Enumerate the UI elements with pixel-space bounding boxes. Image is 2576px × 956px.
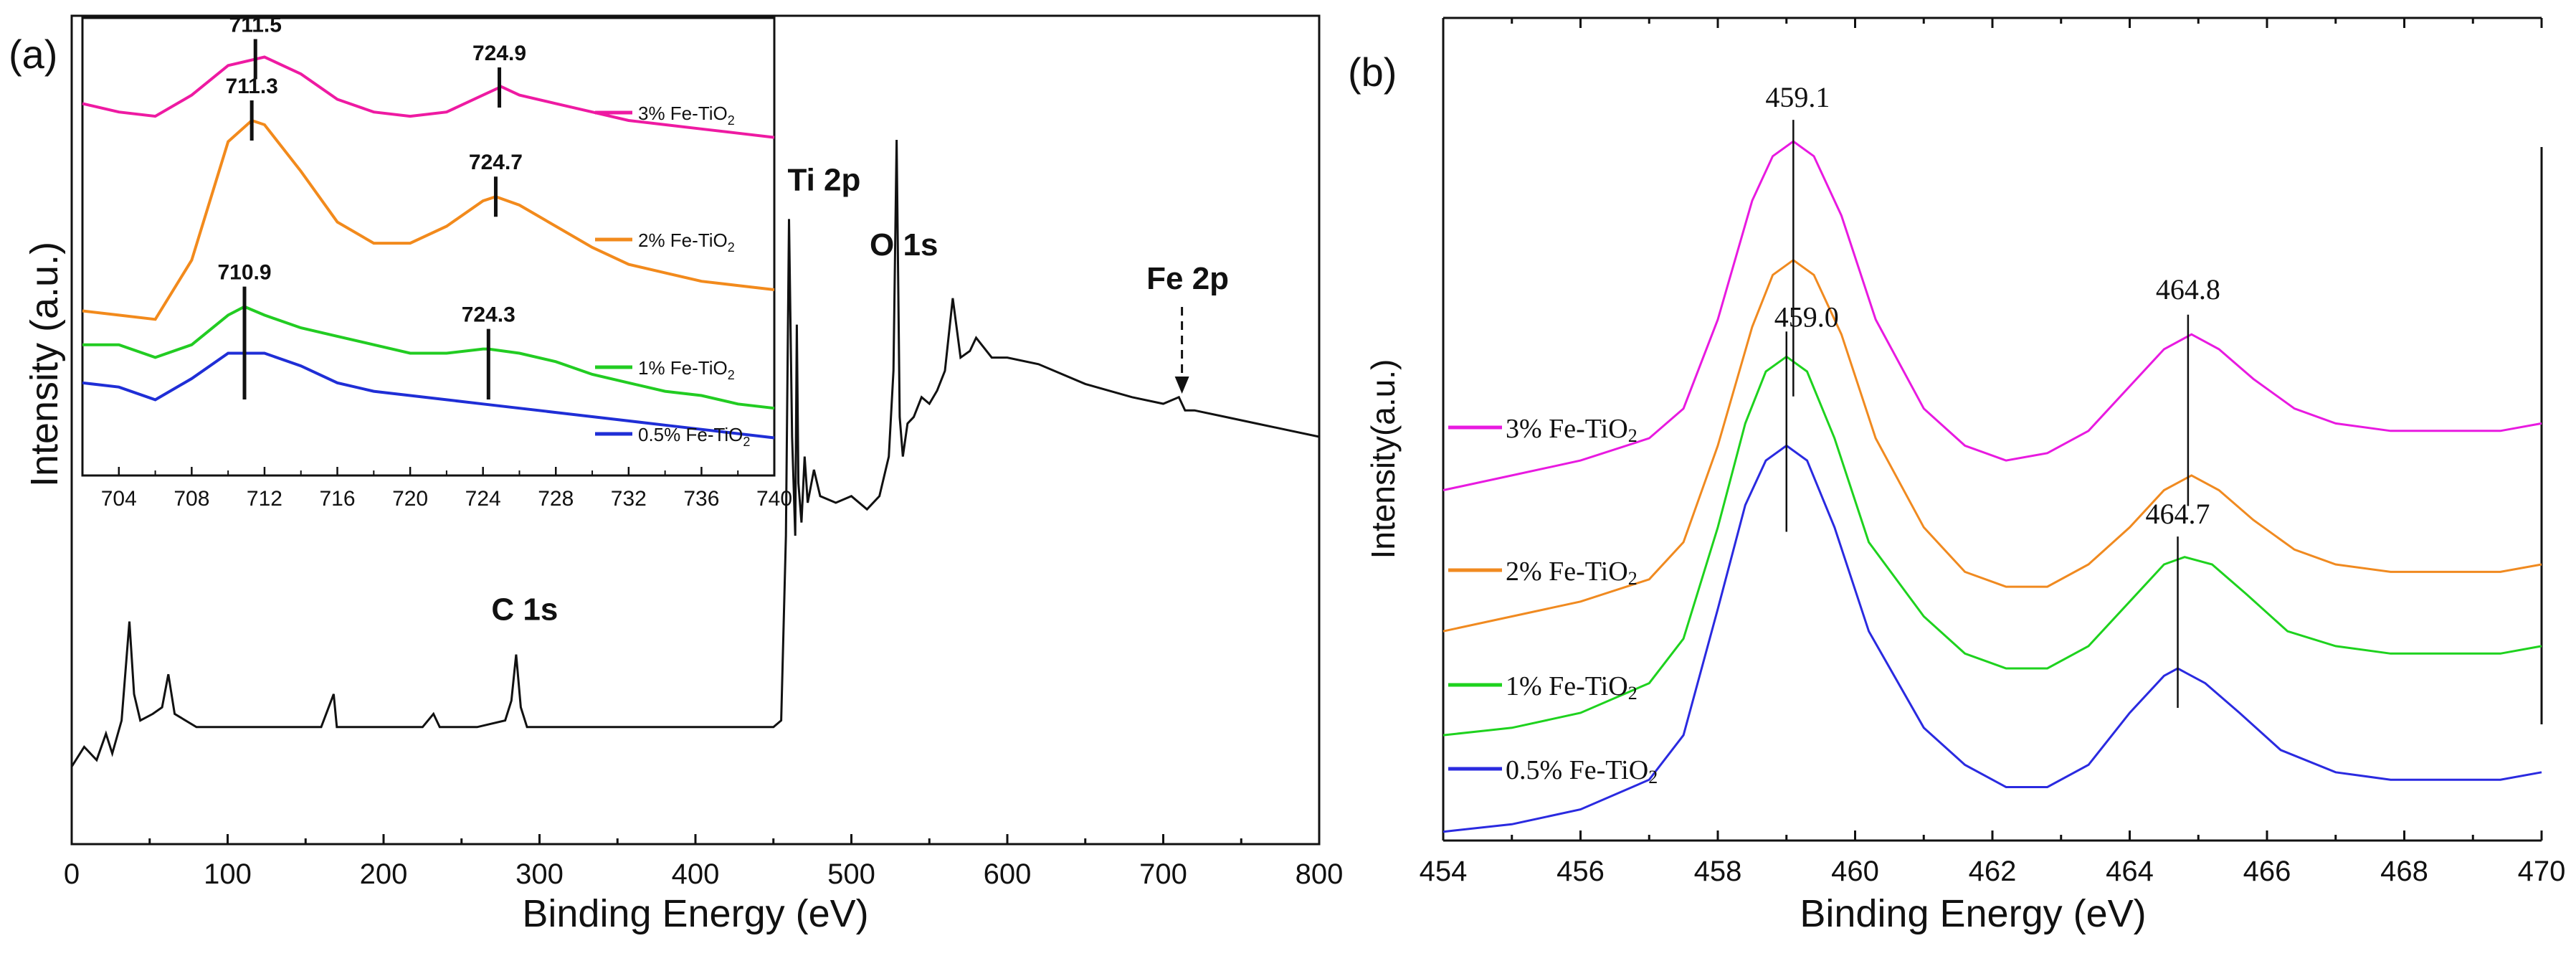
survey-x-tick-label: 500 (827, 858, 875, 890)
inset-legend-label: 2% Fe-TiO2 (638, 229, 735, 255)
ti2p-legend-label: 1% Fe-TiO2 (1506, 671, 1638, 704)
ti2p-x-tick-label: 462 (1969, 856, 2017, 887)
ti2p-chart: 454 456 458 460 462 464 466 468 470 459.1 459.0 46… (1364, 16, 2566, 935)
ti2p-x-tick-label: 470 (2518, 856, 2566, 887)
ti2p-peak-label: 464.8 (2156, 273, 2220, 306)
annotation-ti2p: Ti 2p (788, 162, 861, 197)
ti2p-peak-label: 459.0 (1774, 300, 1839, 333)
ti2p-legend-label: 2% Fe-TiO2 (1506, 557, 1638, 589)
survey-x-tick-label: 200 (360, 858, 408, 890)
ti2p-series-line (1443, 444, 2542, 833)
survey-x-tick-label: 600 (984, 858, 1032, 890)
inset-x-tick-label: 728 (538, 487, 574, 511)
ti2p-x-tick-label: 456 (1556, 856, 1605, 887)
ti2p-series-line (1443, 140, 2542, 491)
fe2p-arrow-head (1174, 377, 1189, 394)
inset-legend-label: 1% Fe-TiO2 (638, 357, 735, 382)
inset-peak-label: 711.3 (225, 75, 277, 98)
inset-peak-label: 724.3 (462, 303, 515, 327)
inset-x-tick-label: 740 (756, 487, 792, 511)
inset-series-line (82, 55, 775, 139)
survey-x-tick-label: 400 (672, 858, 720, 890)
survey-chart: 0 100 200 300 400 500 600 700 800 C 1s Ti 2p O 1s F… (23, 14, 1344, 935)
ti2p-x-tick-label: 460 (1831, 856, 1879, 887)
survey-x-tick-label: 800 (1296, 858, 1344, 890)
inset-x-tick-label: 732 (611, 487, 647, 511)
survey-x-tick-label: 0 (64, 858, 80, 890)
inset-legend-label: 3% Fe-TiO2 (638, 103, 735, 128)
survey-x-tick-label: 100 (204, 858, 252, 890)
inset-series-line (82, 305, 775, 410)
survey-x-axis-label: Binding Energy (eV) (522, 892, 868, 935)
ti2p-legend-label: 0.5% Fe-TiO2 (1506, 755, 1658, 787)
inset-peak-label: 711.5 (229, 13, 282, 37)
inset-x-tick-label: 704 (101, 487, 137, 511)
ti2p-x-tick-label: 468 (2380, 856, 2428, 887)
annotation-o1s: O 1s (870, 227, 938, 262)
annotation-c1s: C 1s (491, 592, 558, 628)
inset-x-tick-label: 720 (392, 487, 428, 511)
inset-x-tick-label: 708 (174, 487, 209, 511)
panel-a-label: (a) (9, 32, 57, 77)
inset-frame (81, 16, 776, 477)
survey-x-tick-label: 300 (515, 858, 564, 890)
inset-peak-label: 724.7 (469, 151, 523, 174)
ti2p-y-axis-label: Intensity(a.u.) (1364, 359, 1402, 559)
survey-series-line (70, 139, 1320, 767)
inset-legend-label: 0.5% Fe-TiO2 (638, 424, 750, 449)
panel-b-label: (b) (1348, 49, 1397, 95)
survey-y-axis-label: Intensity (a.u.) (23, 242, 66, 487)
ti2p-x-tick-label: 458 (1694, 856, 1742, 887)
ti2p-series-line (1443, 355, 2542, 737)
ti2p-x-tick-label: 466 (2243, 856, 2291, 887)
inset-x-tick-label: 712 (247, 487, 282, 511)
inset-series-line (82, 351, 775, 440)
inset-peak-label: 724.9 (472, 42, 526, 65)
ti2p-peak-label: 459.1 (1765, 81, 1830, 113)
inset-peak-label: 710.9 (217, 261, 271, 285)
ti2p-peak-label: 464.7 (2146, 498, 2210, 530)
ti2p-series-line (1443, 258, 2542, 633)
ti2p-x-axis-label: Binding Energy (eV) (1800, 892, 2146, 935)
ti2p-x-tick-label: 454 (1420, 856, 1468, 887)
ti2p-x-tick-label: 464 (2106, 856, 2154, 887)
ti2p-legend-label: 3% Fe-TiO2 (1506, 414, 1638, 446)
inset-x-tick-label: 724 (465, 487, 501, 511)
inset-series-line (82, 118, 775, 321)
annotation-fe2p: Fe 2p (1146, 261, 1229, 296)
inset-x-tick-label: 716 (319, 487, 355, 511)
survey-x-tick-label: 700 (1139, 858, 1187, 890)
inset-x-tick-label: 736 (683, 487, 719, 511)
fe2p-inset-chart: 704 708 712 716 720 724 728 732 736 740 711.5 724.… (81, 13, 792, 511)
